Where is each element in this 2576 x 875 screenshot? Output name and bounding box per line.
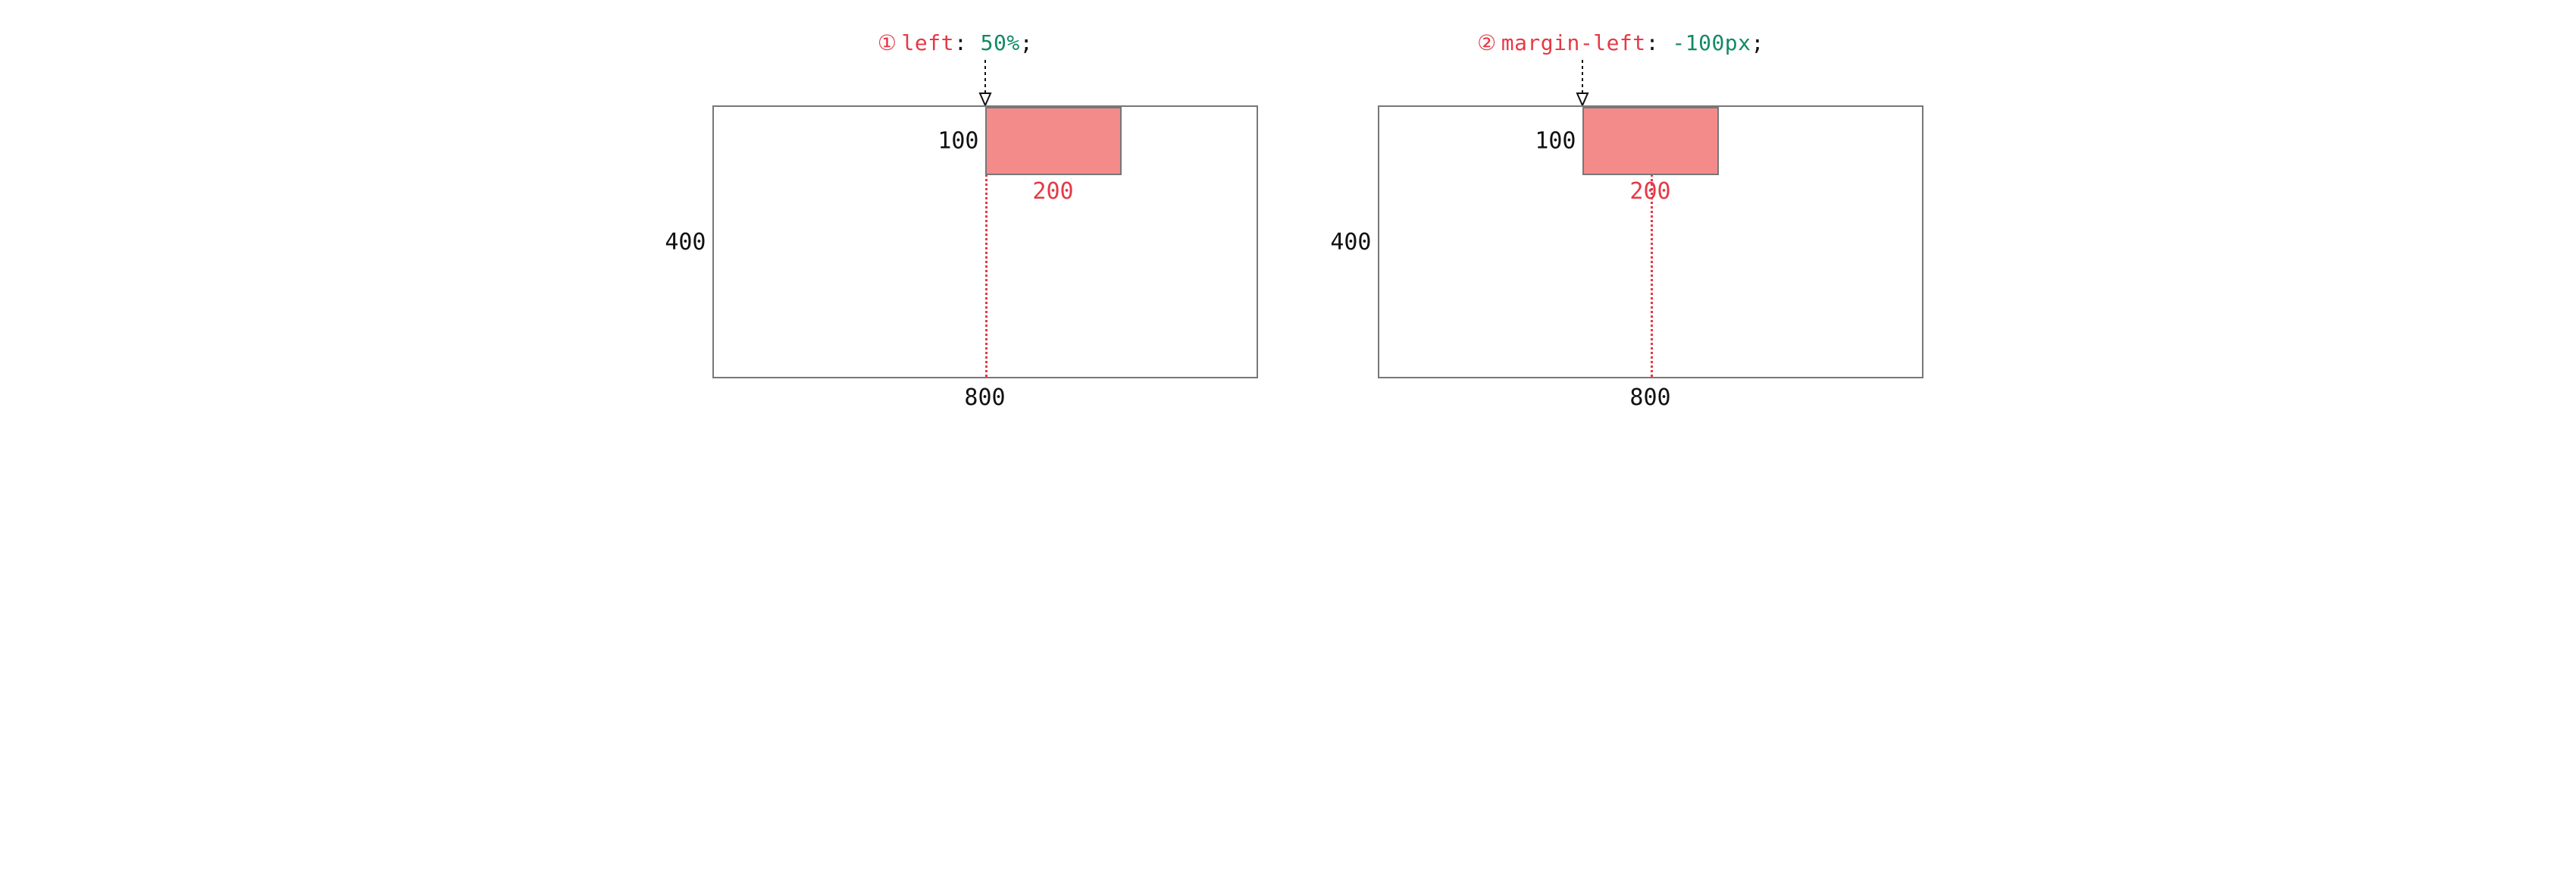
container-height-label: 400 (653, 229, 706, 256)
css-value: -100px (1672, 30, 1751, 55)
container-height-label: 400 (1319, 229, 1372, 256)
box-width-label: 200 (1629, 174, 1670, 205)
pointer-arrow (653, 60, 1258, 105)
container: 100 200 (712, 105, 1258, 378)
positioned-box: 100200 (985, 107, 1122, 175)
container: 100 200 (1378, 105, 1923, 378)
stage-row: 400 100 200 (653, 105, 1258, 378)
container-width-label: 800 (964, 384, 1005, 411)
css-property: margin-left (1501, 30, 1646, 55)
positioned-box: 100200 (1582, 107, 1719, 175)
box-height-label: 100 (937, 128, 986, 155)
step-number: ① (878, 30, 897, 55)
box-height-label: 100 (1535, 128, 1583, 155)
css-property: left (902, 30, 954, 55)
caption: ②margin-left: -100px; (1477, 30, 1764, 55)
container-width-label: 800 (1629, 384, 1670, 411)
css-value: 50% (981, 30, 1020, 55)
pointer-arrow (1319, 60, 1923, 105)
diagram-panel: ②margin-left: -100px; 400 100 200 800 (1319, 30, 1923, 411)
caption: ①left: 50%; (878, 30, 1033, 55)
stage-row: 400 100 200 (1319, 105, 1923, 378)
step-number: ② (1477, 30, 1497, 55)
box-width-label: 200 (1032, 174, 1073, 205)
diagram-panel: ①left: 50%; 400 100 200 800 (653, 30, 1258, 411)
